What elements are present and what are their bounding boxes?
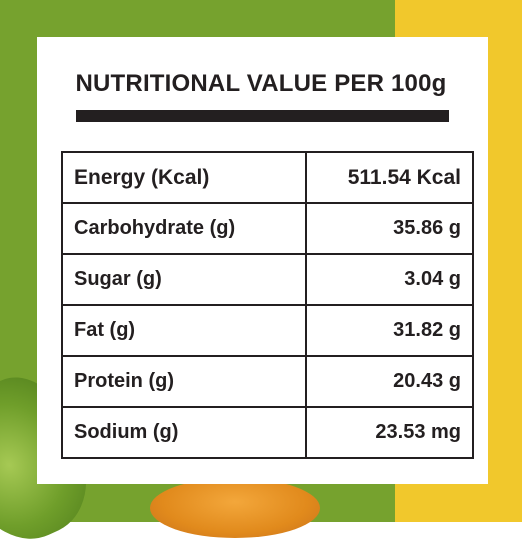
nutrient-value: 35.86 g [305,202,474,255]
nutrient-name: Carbohydrate (g) [61,202,307,255]
nutrient-name: Protein (g) [61,355,307,408]
table-row: Protein (g) 20.43 g [61,355,474,408]
nutrient-value: 20.43 g [305,355,474,408]
table-row: Energy (Kcal) 511.54 Kcal [61,151,474,204]
table-row: Carbohydrate (g) 35.86 g [61,202,474,255]
table-row: Sodium (g) 23.53 mg [61,406,474,459]
nutrient-value: 3.04 g [305,253,474,306]
nutrient-name: Energy (Kcal) [61,151,307,204]
table-row: Sugar (g) 3.04 g [61,253,474,306]
nutrient-name: Sugar (g) [61,253,307,306]
nutrition-title: NUTRITIONAL VALUE PER 100g [75,70,447,97]
nutrient-value: 23.53 mg [305,406,474,459]
nutrition-table: Energy (Kcal) 511.54 Kcal Carbohydrate (… [61,151,474,459]
nutrient-name: Sodium (g) [61,406,307,459]
table-row: Fat (g) 31.82 g [61,304,474,357]
nutrient-name: Fat (g) [61,304,307,357]
nutrient-value: 511.54 Kcal [305,151,474,204]
nutrient-value: 31.82 g [305,304,474,357]
title-underline-bar [76,110,449,122]
turmeric-decoration [150,478,320,538]
